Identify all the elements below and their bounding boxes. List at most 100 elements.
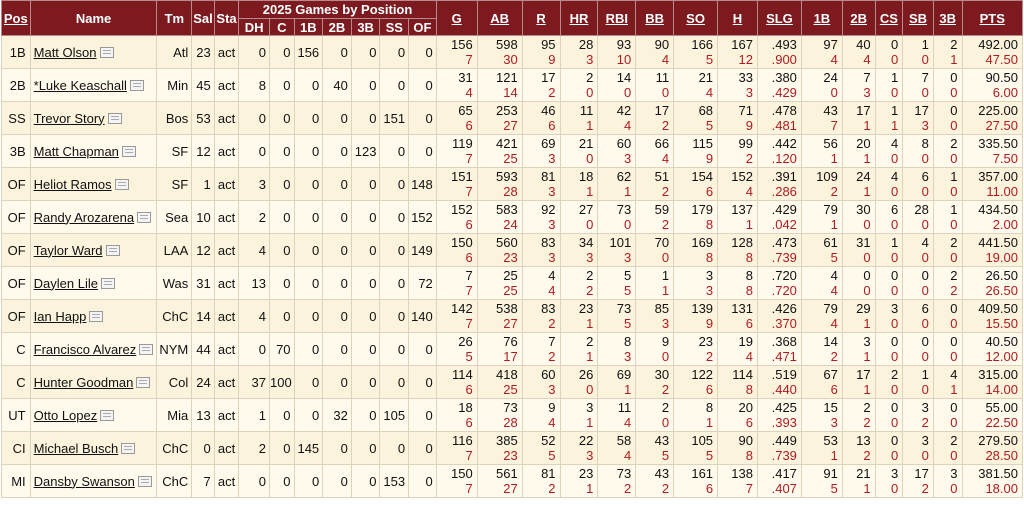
header-tm[interactable]: Tm bbox=[156, 0, 193, 36]
games-3b-cell: 0 bbox=[350, 266, 381, 300]
player-note-icon[interactable] bbox=[107, 112, 122, 124]
header-stat-so[interactable]: SO bbox=[673, 0, 719, 36]
stat-so-cell: 166 5 bbox=[673, 35, 719, 69]
header-name[interactable]: Name bbox=[29, 0, 158, 36]
player-name-link[interactable]: Matt Chapman bbox=[33, 143, 119, 159]
season-value: 22 bbox=[578, 433, 594, 448]
player-name-link[interactable]: Francisco Alvarez bbox=[33, 341, 137, 357]
player-name-link[interactable]: *Luke Keaschall bbox=[33, 77, 127, 93]
player-name-link[interactable]: Dansby Swanson bbox=[33, 473, 135, 489]
season-value: 90 bbox=[738, 433, 753, 448]
header-pos[interactable]: Pos bbox=[1, 0, 31, 36]
header-stat-ab[interactable]: AB bbox=[476, 0, 523, 36]
header-stat-3b[interactable]: 3B bbox=[932, 0, 963, 36]
recent-value: .720 bbox=[771, 283, 797, 298]
stat-slg-cell: .380.429 bbox=[756, 68, 802, 102]
recent-value: 0 bbox=[661, 415, 670, 430]
stat-pts-cell: 441.50 19.00 bbox=[961, 233, 1023, 267]
games-1b-cell: 0 bbox=[293, 134, 324, 168]
player-name-link[interactable]: Daylen Lile bbox=[33, 275, 98, 291]
recent-value: 5 bbox=[705, 52, 714, 67]
games-c-cell: 0 bbox=[268, 233, 295, 267]
player-name-link[interactable]: Michael Busch bbox=[33, 440, 119, 456]
header-stat-cs[interactable]: CS bbox=[874, 0, 904, 36]
player-note-icon[interactable] bbox=[100, 277, 115, 289]
header-stat-bb[interactable]: BB bbox=[635, 0, 675, 36]
player-note-icon[interactable] bbox=[114, 178, 129, 190]
season-value: 101 bbox=[609, 235, 632, 250]
header-stat-1b[interactable]: 1B bbox=[800, 0, 843, 36]
recent-value: 0 bbox=[890, 250, 899, 265]
stat-slg-cell: .442.120 bbox=[756, 134, 802, 168]
season-value: 0 bbox=[950, 334, 958, 349]
player-note-icon[interactable] bbox=[105, 244, 120, 256]
player-name-link[interactable]: Ian Happ bbox=[33, 308, 87, 324]
recent-value: 1 bbox=[586, 118, 594, 133]
games-ss-cell: 0 bbox=[379, 431, 410, 465]
player-note-icon[interactable] bbox=[137, 211, 152, 223]
season-value: 8 bbox=[623, 334, 632, 349]
games-dh-cell: 37 bbox=[238, 365, 270, 399]
player-name-link[interactable]: Otto Lopez bbox=[33, 407, 98, 423]
header-stat-slg[interactable]: SLG bbox=[756, 0, 802, 36]
player-note-icon[interactable] bbox=[89, 310, 104, 322]
header-sal[interactable]: Sal bbox=[191, 0, 215, 36]
season-value: 28 bbox=[914, 202, 929, 217]
header-stat-rbi[interactable]: RBI bbox=[597, 0, 637, 36]
recent-value: .042 bbox=[771, 217, 797, 232]
player-note-icon[interactable] bbox=[139, 343, 154, 355]
stat-g-cell: 114 6 bbox=[435, 365, 478, 399]
player-name-link[interactable]: Randy Arozarena bbox=[33, 209, 135, 225]
player-name-link[interactable]: Trevor Story bbox=[33, 110, 105, 126]
games-of-cell: 0 bbox=[408, 35, 437, 69]
header-stat-pts[interactable]: PTS bbox=[961, 0, 1023, 36]
header-stat-2b[interactable]: 2B bbox=[841, 0, 876, 36]
player-cell: Daylen Lile bbox=[29, 266, 158, 300]
header-sta[interactable]: Sta bbox=[213, 0, 240, 36]
position-cell: OF bbox=[1, 233, 31, 267]
player-note-icon[interactable] bbox=[137, 475, 152, 487]
recent-value: 3 bbox=[921, 118, 929, 133]
player-cell: Matt Chapman bbox=[29, 134, 158, 168]
player-note-icon[interactable] bbox=[121, 442, 136, 454]
player-note-icon[interactable] bbox=[136, 376, 151, 388]
recent-value: 0 bbox=[586, 382, 594, 397]
stat-hr-cell: 28 3 bbox=[559, 35, 599, 69]
header-stat-h[interactable]: H bbox=[717, 0, 758, 36]
header-stat-sb[interactable]: SB bbox=[902, 0, 934, 36]
header-stat-r[interactable]: R bbox=[521, 0, 561, 36]
player-note-icon[interactable] bbox=[121, 145, 136, 157]
header-stat-g[interactable]: G bbox=[435, 0, 478, 36]
recent-value: 2 bbox=[863, 448, 871, 463]
season-value: 23 bbox=[698, 334, 714, 349]
player-name-link[interactable]: Hunter Goodman bbox=[33, 374, 134, 390]
games-3b-cell: 0 bbox=[350, 101, 381, 135]
recent-value: 6 bbox=[705, 184, 714, 199]
games-c-cell: 0 bbox=[268, 464, 295, 498]
season-value: 7 bbox=[863, 70, 871, 85]
recent-value: .739 bbox=[771, 448, 797, 463]
team-cell: Col bbox=[156, 365, 193, 399]
player-name-link[interactable]: Taylor Ward bbox=[33, 242, 103, 258]
stat-bb-cell: 30 2 bbox=[635, 365, 675, 399]
player-note-icon[interactable] bbox=[99, 46, 114, 58]
table-row: OF Heliot Ramos SF 1 act 3 0 0 0 0 0 148 151 7 593 28 81… bbox=[1, 167, 1023, 201]
recent-value: 1 bbox=[950, 52, 958, 67]
season-value: 128 bbox=[731, 235, 753, 250]
team-cell: LAA bbox=[156, 233, 193, 267]
season-value: .478 bbox=[771, 103, 797, 118]
season-value: 33 bbox=[738, 70, 753, 85]
player-note-icon[interactable] bbox=[100, 409, 115, 421]
season-value: 357.00 bbox=[978, 169, 1018, 184]
player-name-link[interactable]: Matt Olson bbox=[33, 44, 97, 60]
stat-rbi-cell: 73 5 bbox=[597, 299, 637, 333]
stat-slg-cell: .417.407 bbox=[756, 464, 802, 498]
team-cell: ChC bbox=[156, 299, 193, 333]
season-value: 85 bbox=[654, 301, 670, 316]
player-note-icon[interactable] bbox=[129, 79, 144, 91]
header-stat-hr[interactable]: HR bbox=[559, 0, 599, 36]
player-name-link[interactable]: Heliot Ramos bbox=[33, 176, 112, 192]
